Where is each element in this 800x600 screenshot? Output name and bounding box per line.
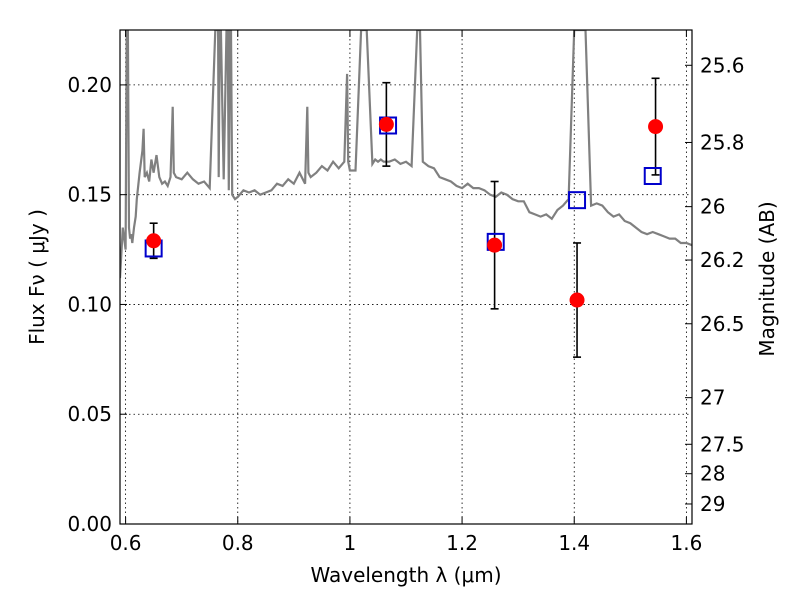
- y-tick-label: 0.20: [67, 73, 112, 97]
- observed-flux-points: [146, 116, 664, 308]
- y2-axis-label: Magnitude (AB): [755, 201, 779, 356]
- model-square: [643, 167, 662, 186]
- x-tick-label: 1.2: [446, 531, 478, 555]
- y-tick-label: 0.05: [67, 402, 112, 426]
- y-axis-label: Flux Fν ( μJy ): [25, 209, 49, 345]
- model-square: [568, 191, 587, 210]
- flux-point: [648, 119, 664, 135]
- y2-tick-label: 26: [700, 195, 725, 219]
- y2-tick-label: 26.2: [700, 248, 745, 272]
- x-tick-label: 1: [344, 531, 357, 555]
- y2-tick-label: 27.5: [700, 432, 745, 456]
- y-tick-label: 0.10: [67, 292, 112, 316]
- flux-point: [146, 233, 162, 249]
- plot-frame: [119, 29, 693, 525]
- y2-tick-label: 26.5: [700, 312, 745, 336]
- x-tick-label: 1.4: [558, 531, 590, 555]
- x-tick-label: 0.8: [222, 531, 254, 555]
- flux-point: [487, 237, 503, 253]
- y-tick-label: 0.00: [67, 512, 112, 536]
- model-spectrum: [120, 30, 692, 279]
- y2-tick-label: 29: [700, 492, 725, 516]
- x-axis: 0.6 0.8 1 1.2 1.4 1.6: [110, 30, 702, 555]
- spectrum-line: [120, 30, 692, 279]
- y-axis: 0.00 0.05 0.10 0.15 0.20: [67, 73, 127, 536]
- errorbars: [149, 77, 660, 358]
- flux-point: [569, 292, 585, 308]
- y2-axis: 25.6 25.8 26 26.2 26.5 27 27.5 28 29: [685, 53, 745, 516]
- x-tick-label: 1.6: [670, 531, 702, 555]
- y2-tick-label: 25.8: [700, 130, 745, 154]
- y2-tick-label: 27: [700, 386, 725, 410]
- y2-tick-label: 25.6: [700, 53, 745, 77]
- x-tick-label: 0.6: [110, 531, 142, 555]
- y-tick-label: 0.15: [67, 183, 112, 207]
- gridlines: [120, 30, 692, 525]
- y2-tick-label: 28: [700, 462, 725, 486]
- flux-point: [378, 116, 394, 132]
- x-axis-label: Wavelength λ (μm): [310, 563, 501, 587]
